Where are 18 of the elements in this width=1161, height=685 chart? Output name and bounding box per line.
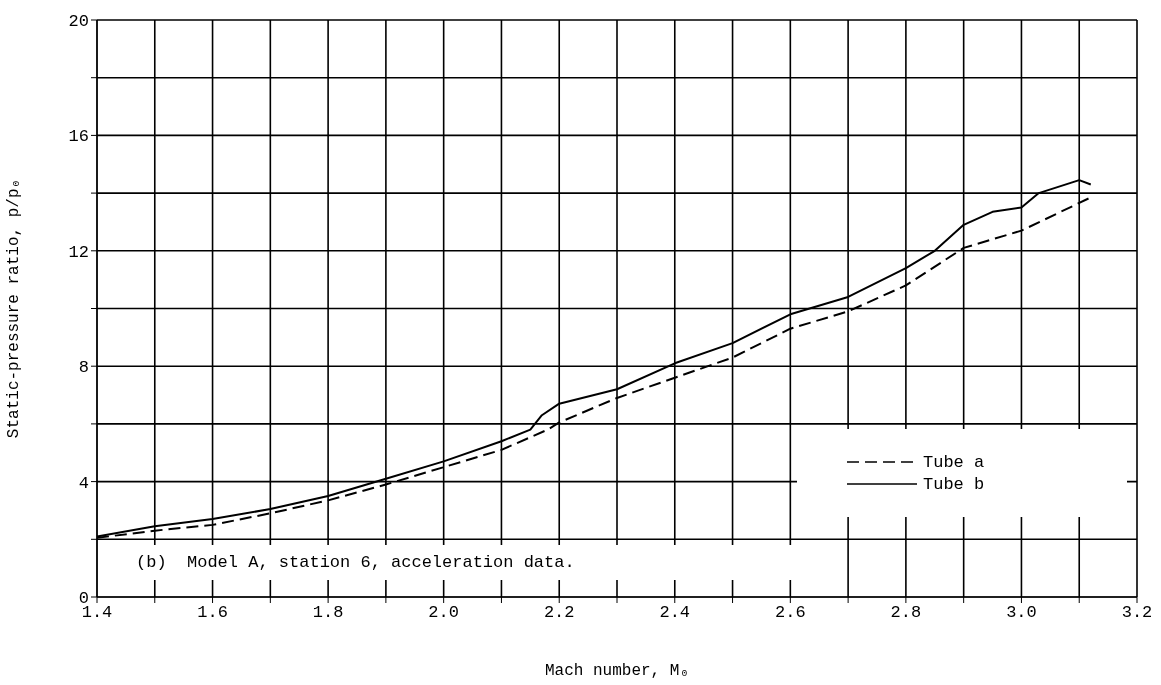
x-tick-label: 3.0	[1006, 603, 1037, 623]
y-tick-label: 12	[68, 242, 89, 262]
legend-label: Tube a	[923, 452, 985, 472]
y-tick-label: 20	[68, 12, 89, 32]
x-tick-label: 2.4	[659, 603, 691, 623]
x-tick-label: 2.8	[890, 603, 922, 623]
y-tick-label: 8	[78, 358, 89, 378]
y-tick-label: 16	[68, 127, 89, 147]
y-tick-label: 4	[78, 473, 89, 493]
x-tick-label: 2.6	[775, 603, 806, 623]
x-tick-label: 3.2	[1121, 603, 1153, 623]
x-axis-title: Mach number, M₀	[544, 662, 690, 680]
y-axis-title: Static-pressure ratio, p/p₀	[4, 178, 23, 439]
x-tick-label: 1.6	[197, 603, 228, 623]
x-tick-label: 1.8	[312, 603, 344, 623]
x-tick-label: 2.2	[543, 603, 575, 623]
legend-label: Tube b	[923, 474, 985, 494]
x-tick-label: 2.0	[428, 603, 459, 623]
